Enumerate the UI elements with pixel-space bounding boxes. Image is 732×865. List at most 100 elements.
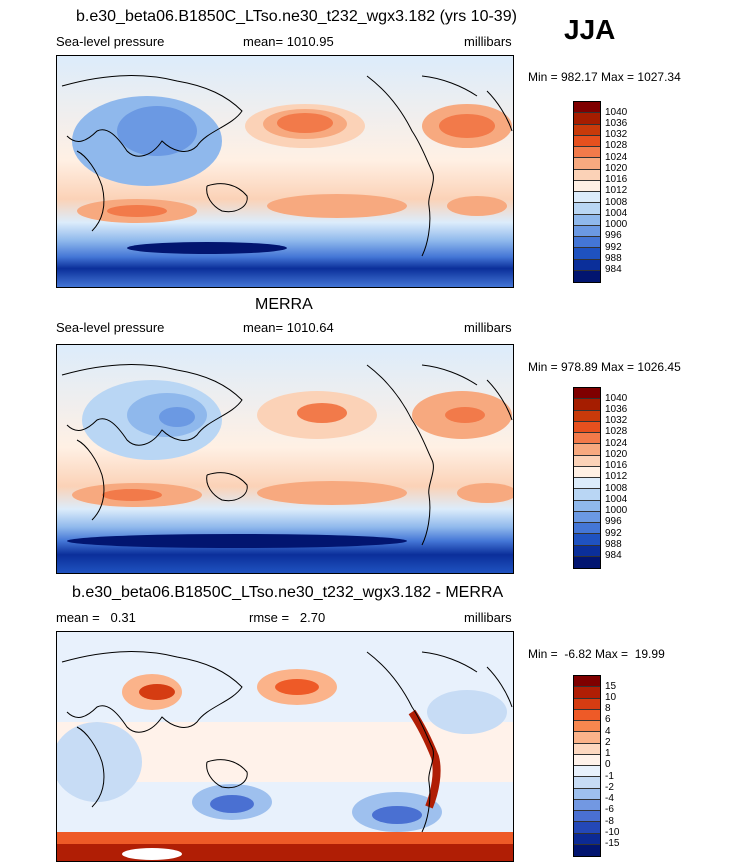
panel-1-colorbar — [573, 101, 601, 283]
colorbar-swatch — [574, 169, 600, 181]
colorbar-tick-label: 1024 — [605, 152, 628, 163]
colorbar-swatch — [574, 766, 600, 778]
colorbar-swatch — [574, 192, 600, 204]
colorbar-tick-label: 996 — [605, 516, 622, 527]
colorbar-swatch — [574, 676, 600, 688]
colorbar-tick-label: 15 — [605, 681, 617, 692]
colorbar-swatch — [574, 237, 600, 249]
colorbar-tick-label: -8 — [605, 816, 614, 827]
colorbar-tick-label: 1020 — [605, 163, 628, 174]
colorbar-tick-label: 992 — [605, 242, 622, 253]
colorbar-tick-label: 8 — [605, 703, 611, 714]
season-label: JJA — [564, 14, 616, 45]
colorbar-swatch — [574, 799, 600, 811]
colorbar-swatch — [574, 147, 600, 159]
colorbar-swatch — [574, 421, 600, 433]
colorbar-swatch — [574, 687, 600, 699]
colorbar-tick-label: 1004 — [605, 494, 628, 505]
panel-1-units: millibars — [464, 34, 512, 49]
colorbar-swatch — [574, 124, 600, 136]
colorbar-swatch — [574, 399, 600, 411]
colorbar-tick-label: 10 — [605, 692, 617, 703]
colorbar-tick-label: 1008 — [605, 197, 628, 208]
colorbar-tick-label: 984 — [605, 264, 622, 275]
colorbar-swatch — [574, 444, 600, 456]
panel-2-minmax: Min = 978.89 Max = 1026.45 — [528, 360, 681, 374]
colorbar-swatch — [574, 721, 600, 733]
colorbar-swatch — [574, 270, 600, 282]
colorbar-tick-label: 1028 — [605, 426, 628, 437]
colorbar-tick-label: 1020 — [605, 449, 628, 460]
colorbar-swatch — [574, 556, 600, 568]
panel-1-center-label: mean= 1010.95 — [243, 34, 334, 49]
panel-3-minmax: Min = -6.82 Max = 19.99 — [528, 647, 665, 661]
colorbar-tick-label: 1036 — [605, 118, 628, 129]
colorbar-tick-label: 1032 — [605, 415, 628, 426]
colorbar-tick-label: -6 — [605, 804, 614, 815]
colorbar-tick-label: 1040 — [605, 393, 628, 404]
colorbar-swatch — [574, 788, 600, 800]
colorbar-swatch — [574, 433, 600, 445]
colorbar-tick-label: 4 — [605, 726, 611, 737]
colorbar-swatch — [574, 248, 600, 260]
colorbar-tick-label: 0 — [605, 759, 611, 770]
colorbar-swatch — [574, 534, 600, 546]
colorbar-swatch — [574, 180, 600, 192]
colorbar-tick-label: 1032 — [605, 129, 628, 140]
colorbar-swatch — [574, 158, 600, 170]
panel-3-title: b.e30_beta06.B1850C_LTso.ne30_t232_wgx3.… — [72, 584, 504, 601]
colorbar-tick-label: -2 — [605, 782, 614, 793]
colorbar-tick-label: 1012 — [605, 471, 628, 482]
panel-2-colorbar — [573, 387, 601, 569]
colorbar-tick-label: 1012 — [605, 185, 628, 196]
colorbar-swatch — [574, 777, 600, 789]
colorbar-tick-label: 988 — [605, 539, 622, 550]
colorbar-swatch — [574, 743, 600, 755]
colorbar-swatch — [574, 410, 600, 422]
panel-2-center-label: mean= 1010.64 — [243, 320, 334, 335]
colorbar-tick-label: 1040 — [605, 107, 628, 118]
colorbar-swatch — [574, 203, 600, 215]
colorbar-tick-label: 1008 — [605, 483, 628, 494]
colorbar-swatch — [574, 545, 600, 557]
colorbar-tick-label: -4 — [605, 793, 614, 804]
panel-3-left-label: mean = 0.31 — [56, 610, 136, 625]
colorbar-tick-label: 988 — [605, 253, 622, 264]
colorbar-tick-label: 1036 — [605, 404, 628, 415]
colorbar-tick-label: -15 — [605, 838, 620, 849]
colorbar-tick-label: 1016 — [605, 460, 628, 471]
colorbar-swatch — [574, 489, 600, 501]
panel-2-units: millibars — [464, 320, 512, 335]
colorbar-swatch — [574, 478, 600, 490]
colorbar-tick-label: 984 — [605, 550, 622, 561]
colorbar-tick-label: 2 — [605, 737, 611, 748]
panel-1-map — [56, 55, 514, 288]
colorbar-swatch — [574, 833, 600, 845]
colorbar-swatch — [574, 811, 600, 823]
colorbar-swatch — [574, 500, 600, 512]
panel-1-minmax: Min = 982.17 Max = 1027.34 — [528, 70, 681, 84]
colorbar-swatch — [574, 511, 600, 523]
panel-1-left-label: Sea-level pressure — [56, 34, 165, 49]
panel-1-title: b.e30_beta06.B1850C_LTso.ne30_t232_wgx3.… — [76, 8, 517, 25]
colorbar-swatch — [574, 754, 600, 766]
colorbar-swatch — [574, 388, 600, 400]
colorbar-tick-label: 6 — [605, 714, 611, 725]
panel-3-map — [56, 631, 514, 862]
panel-3-colorbar — [573, 675, 601, 857]
colorbar-swatch — [574, 698, 600, 710]
colorbar-swatch — [574, 822, 600, 834]
colorbar-swatch — [574, 214, 600, 226]
panel-2-title: MERRA — [255, 296, 313, 313]
colorbar-tick-label: 1000 — [605, 219, 628, 230]
panel-3-center-label: rmse = 2.70 — [249, 610, 326, 625]
panel-2-left-label: Sea-level pressure — [56, 320, 165, 335]
colorbar-swatch — [574, 225, 600, 237]
colorbar-swatch — [574, 455, 600, 467]
panel-3-units: millibars — [464, 610, 512, 625]
colorbar-swatch — [574, 732, 600, 744]
colorbar-tick-label: 1028 — [605, 140, 628, 151]
colorbar-swatch — [574, 523, 600, 535]
colorbar-tick-label: -10 — [605, 827, 620, 838]
colorbar-tick-label: -1 — [605, 771, 614, 782]
